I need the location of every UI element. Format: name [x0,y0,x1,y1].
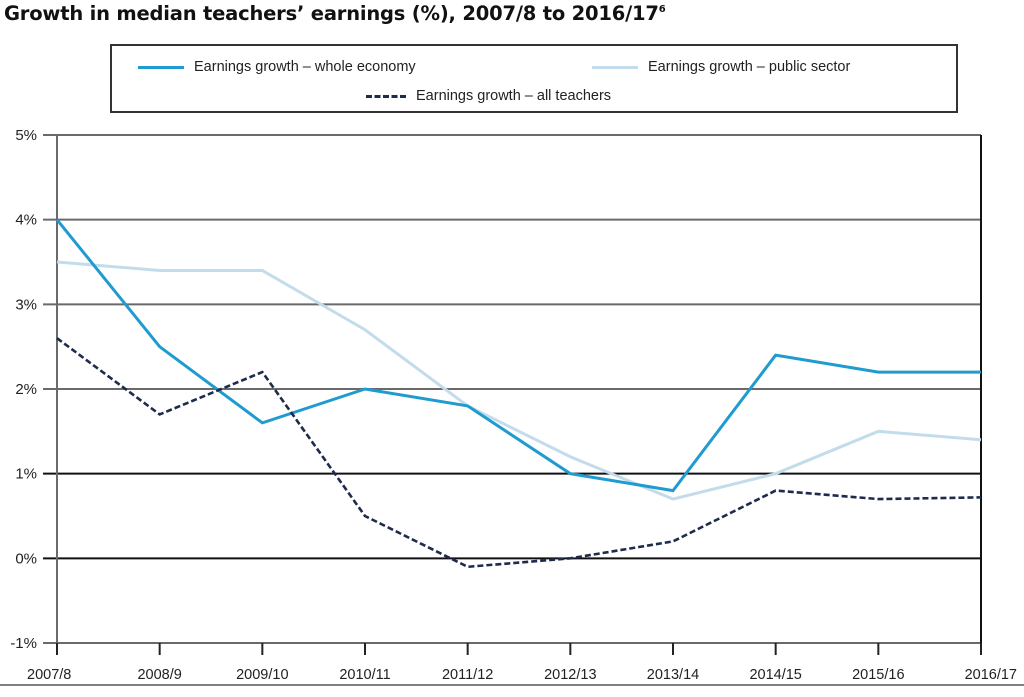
x-tick-label: 2014/15 [749,667,801,683]
legend-label: Earnings growth – all teachers [416,88,612,104]
gridlines [43,134,981,644]
x-tick-label: 2009/10 [236,667,288,683]
title-footnote: 6 [658,4,666,15]
x-tick-label: 2011/12 [442,667,493,683]
series-line-public-sector [56,260,982,501]
y-tick-label: 4% [15,212,37,229]
y-tick-label: 0% [15,550,37,567]
legend-label: Earnings growth – whole economy [194,59,416,75]
y-tick-label: -1% [10,635,37,652]
legend-item-public-sector: Earnings growth – public sector [592,59,850,75]
chart-title: Growth in median teachers’ earnings (%),… [4,2,666,25]
legend-swatch-public-sector [592,65,638,69]
y-tick-label: 5% [15,127,37,144]
y-tick-label: 2% [15,381,37,398]
series-lines [55,218,982,569]
legend-item-all-teachers: Earnings growth – all teachers [366,88,611,104]
x-tick-label: 2013/14 [647,667,699,683]
legend-item-whole-economy: Earnings growth – whole economy [138,59,416,75]
x-tick-label: 2008/9 [137,667,181,683]
series-line-whole-economy [55,218,981,493]
legend-swatch-all-teachers [366,94,406,98]
x-tick-label: 2007/8 [27,667,71,683]
x-tick-label: 2015/16 [852,667,904,683]
chart-legend: Earnings growth – whole economy Earnings… [110,44,958,113]
chart-title-text: Growth in median teachers’ earnings (%),… [4,2,659,25]
y-tick-label: 3% [15,296,37,313]
x-tick-label: 2010/11 [339,667,390,683]
y-axis: -1% 0% 1% 2% 3% 4% 5% [10,127,982,655]
legend-swatch-whole-economy [138,65,184,69]
legend-label: Earnings growth – public sector [648,59,851,75]
series-line-all-teachers [56,337,982,569]
x-axis: 2007/8 2008/9 2009/10 2010/11 2011/12 2012/13… [0,643,1024,686]
x-tick-label: 2016/17 [965,667,1017,683]
y-tick-label: 1% [15,466,37,483]
x-tick-label: 2012/13 [544,667,596,683]
